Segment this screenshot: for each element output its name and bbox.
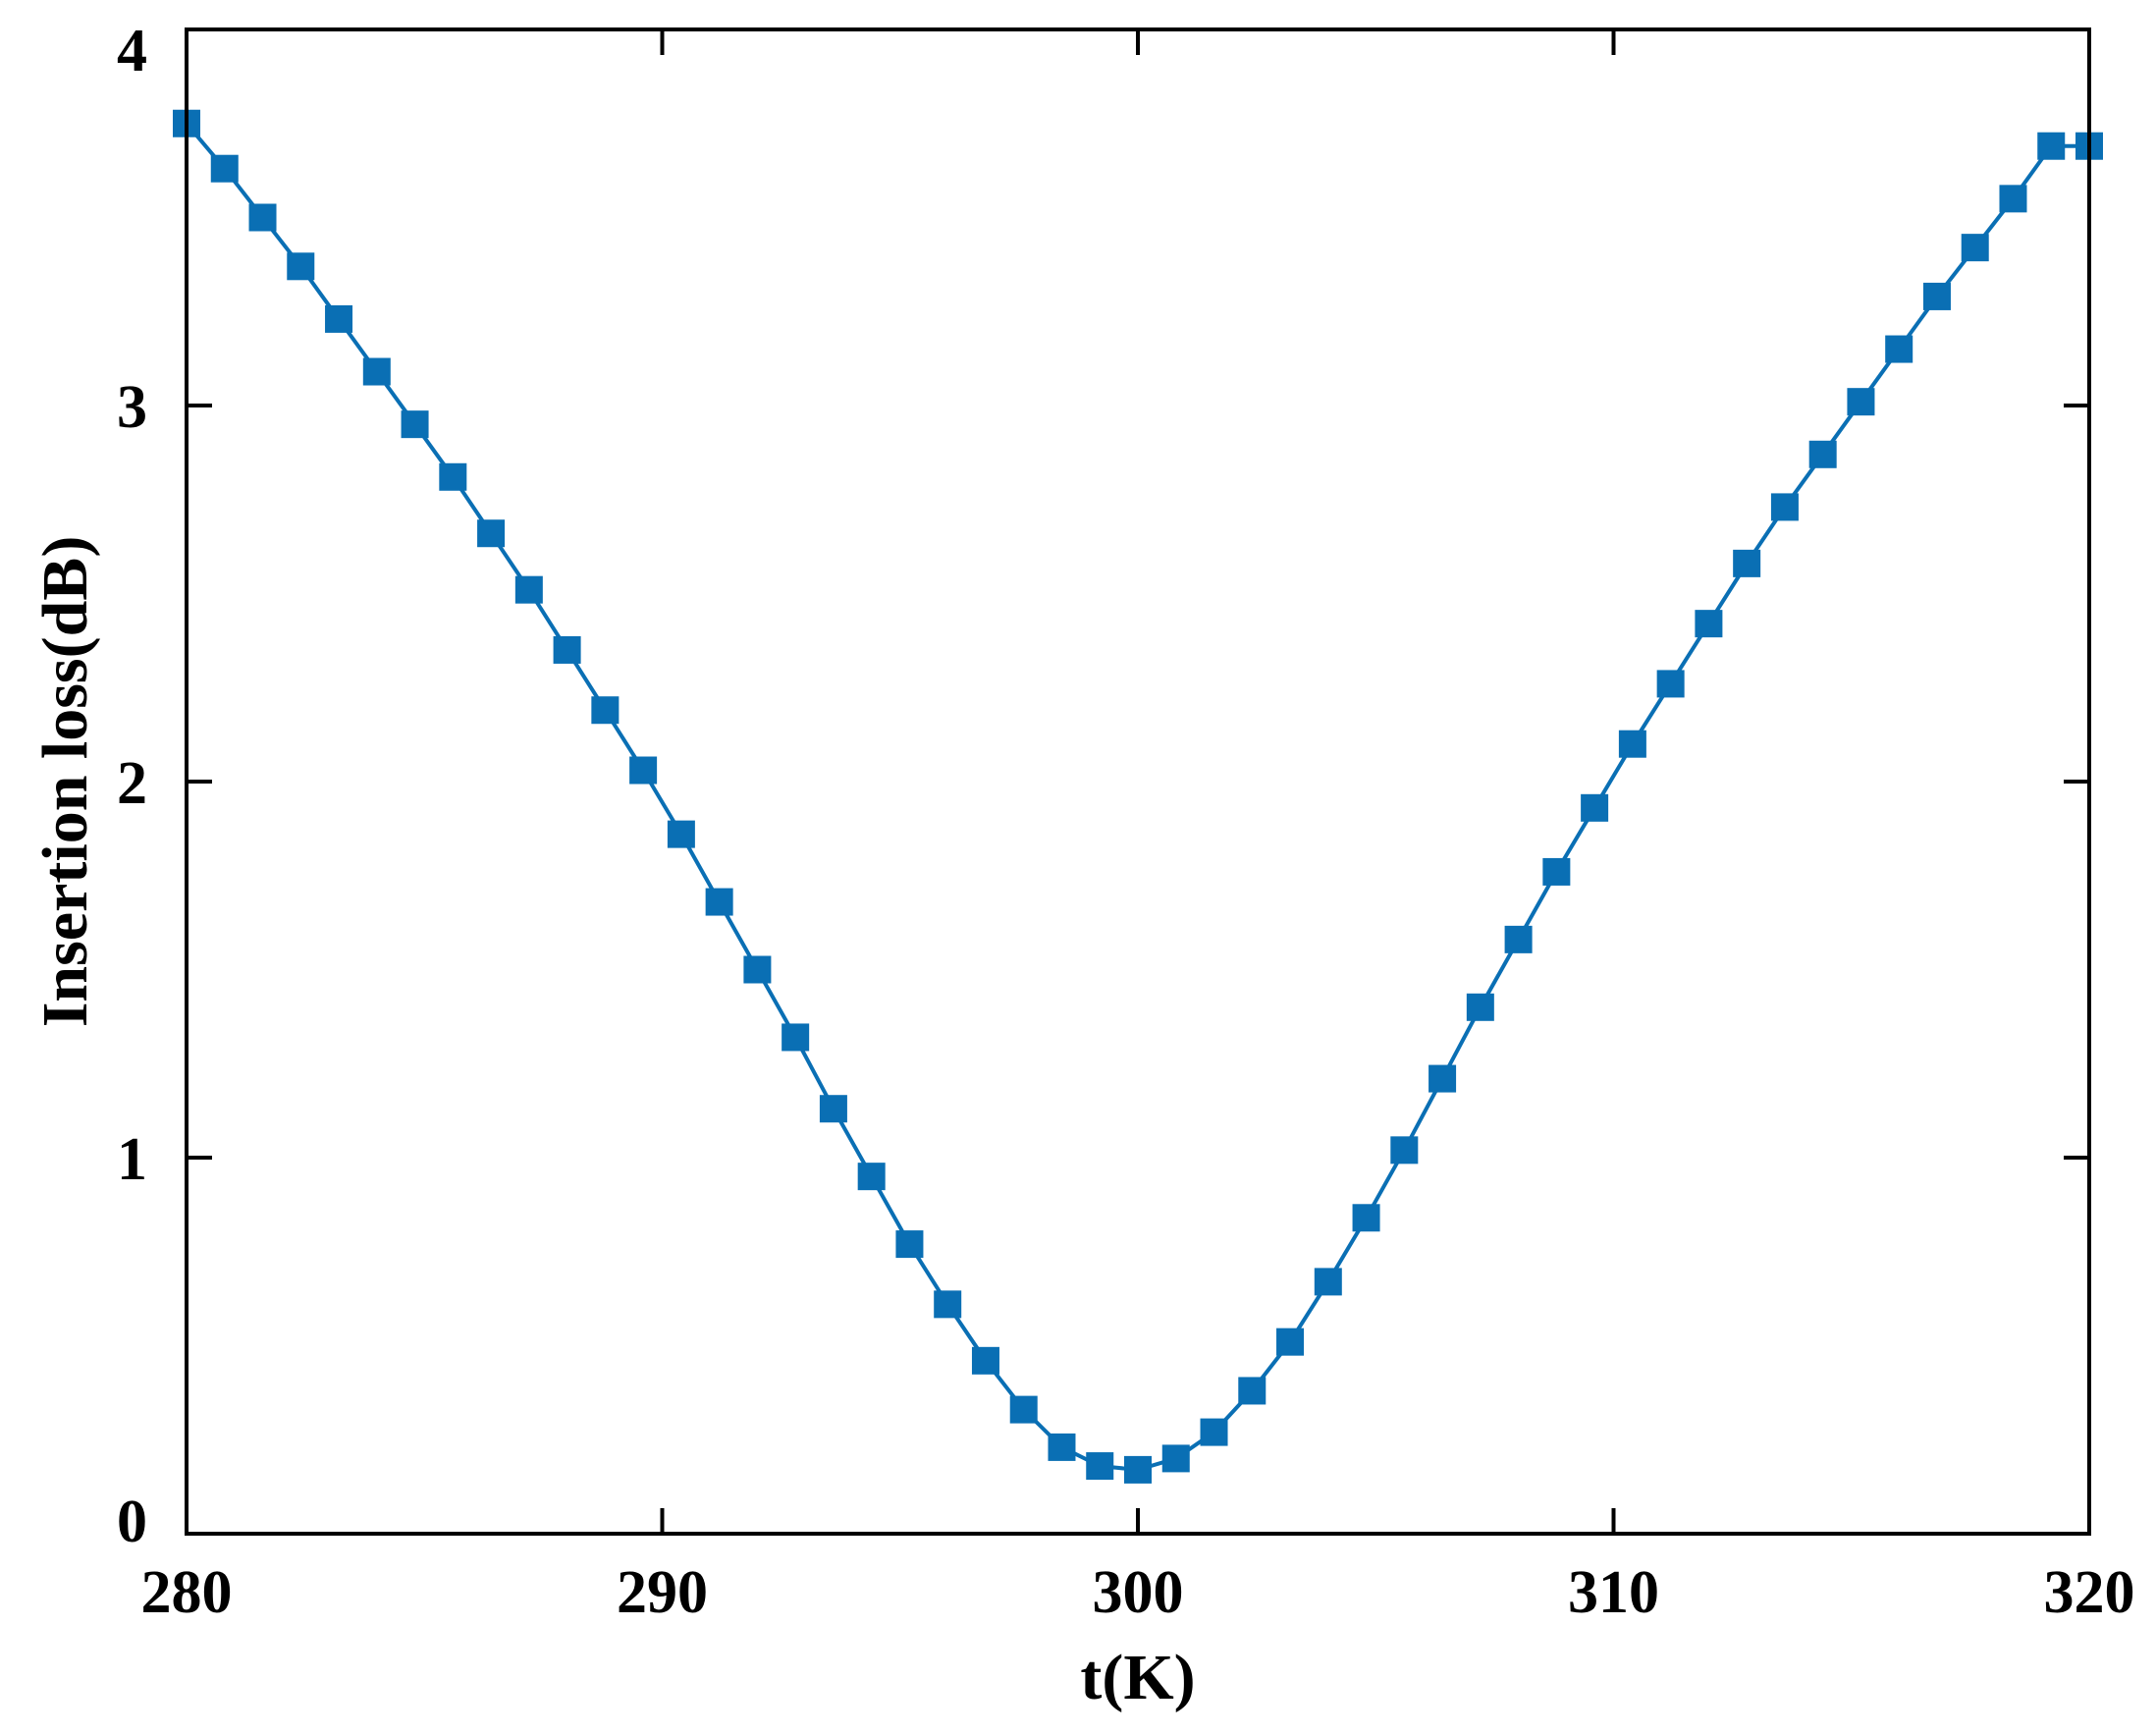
data-point <box>1504 925 1533 953</box>
data-point <box>439 462 467 491</box>
data-point <box>1961 234 1989 262</box>
data-point <box>1922 282 1951 310</box>
data-point <box>782 1023 810 1052</box>
data-point <box>325 304 353 333</box>
data-point <box>934 1290 962 1319</box>
y-tick-label: 2 <box>117 750 147 817</box>
data-point <box>2037 132 2066 160</box>
y-tick-label: 0 <box>117 1489 147 1555</box>
data-point <box>1542 857 1571 886</box>
data-point <box>1009 1395 1038 1424</box>
data-point <box>1086 1452 1114 1481</box>
data-point <box>1238 1377 1267 1405</box>
y-tick-label: 4 <box>117 18 147 84</box>
series-line <box>185 122 2089 1472</box>
series-layer <box>173 109 2103 1484</box>
data-point <box>1161 1444 1190 1473</box>
data-point <box>591 696 620 725</box>
data-point <box>1885 335 1913 363</box>
data-point <box>1581 793 1609 822</box>
data-point <box>287 252 315 281</box>
x-axis-title: t(K) <box>1080 1642 1195 1713</box>
data-point <box>248 203 277 232</box>
y-tick-labels: 0 1 2 3 4 <box>117 18 147 1555</box>
x-tick-label: 280 <box>141 1559 233 1626</box>
x-tick-label: 310 <box>1568 1559 1659 1626</box>
data-point <box>1847 388 1875 416</box>
data-point <box>1999 185 2027 213</box>
data-point <box>971 1346 999 1375</box>
data-point <box>1770 493 1799 521</box>
data-point <box>210 154 239 183</box>
data-point <box>1200 1418 1228 1446</box>
plot-frame <box>185 27 2091 1536</box>
data-point <box>1276 1328 1305 1356</box>
data-point <box>819 1095 847 1123</box>
data-point <box>553 635 581 664</box>
data-point <box>667 820 695 848</box>
data-point <box>1314 1268 1342 1296</box>
data-point <box>857 1163 886 1191</box>
data-point <box>1733 549 1761 577</box>
data-point <box>705 888 733 916</box>
axis-ticks <box>185 27 2091 1536</box>
data-point <box>895 1230 924 1259</box>
data-point <box>1352 1204 1380 1232</box>
data-point <box>1048 1433 1076 1461</box>
data-point <box>477 519 506 548</box>
data-point <box>1390 1136 1419 1165</box>
data-point <box>1466 993 1494 1021</box>
data-point <box>362 357 391 386</box>
data-point <box>743 955 772 984</box>
data-point <box>629 756 658 785</box>
data-point <box>514 575 543 604</box>
x-tick-label: 300 <box>1093 1559 1184 1626</box>
data-point <box>1656 670 1685 698</box>
data-point <box>1428 1064 1457 1093</box>
x-tick-label: 320 <box>2044 1559 2135 1626</box>
data-point <box>401 410 429 439</box>
data-point <box>1808 440 1837 468</box>
data-point <box>1124 1455 1152 1484</box>
data-point <box>1695 610 1723 638</box>
data-point <box>1618 730 1646 758</box>
y-tick-label: 1 <box>117 1126 147 1193</box>
x-tick-labels: 280 290 300 310 320 <box>141 1559 2135 1626</box>
y-tick-label: 3 <box>117 374 147 441</box>
x-tick-label: 290 <box>617 1559 708 1626</box>
y-axis-title: Insertion loss(dB) <box>29 536 101 1028</box>
